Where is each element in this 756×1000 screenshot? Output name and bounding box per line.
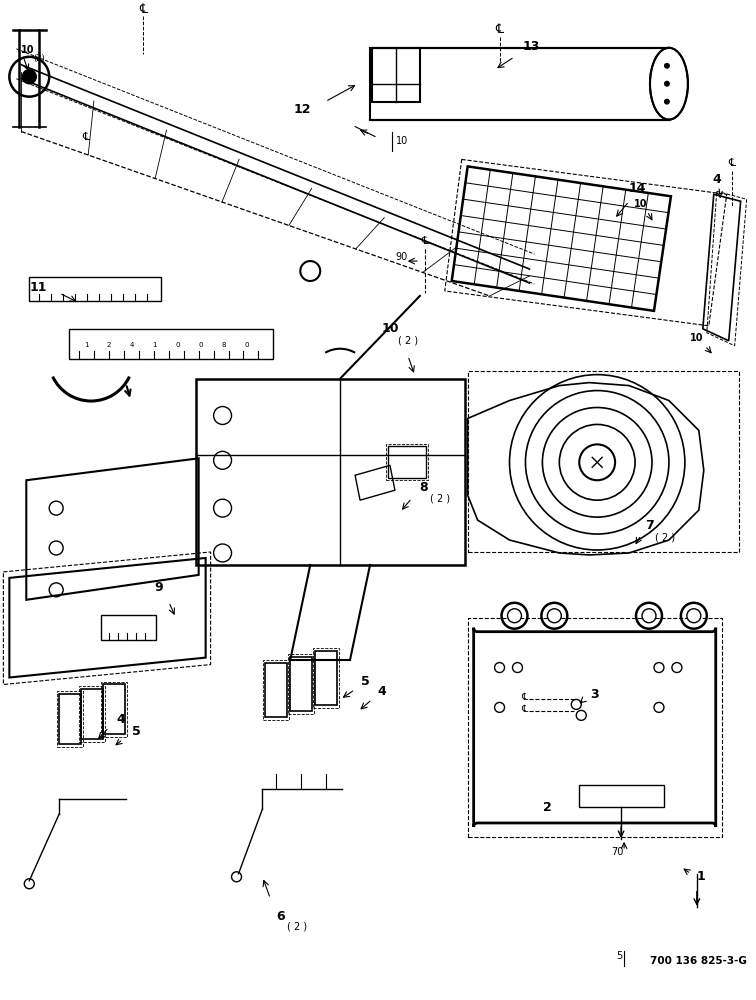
Bar xyxy=(59,694,81,744)
Bar xyxy=(101,615,156,640)
Text: ℄: ℄ xyxy=(495,23,503,36)
Text: (2): (2) xyxy=(33,54,45,63)
Text: 6: 6 xyxy=(276,910,285,923)
Text: ( 2 ): ( 2 ) xyxy=(398,336,418,346)
Text: 2: 2 xyxy=(107,342,111,348)
Text: 90: 90 xyxy=(396,252,408,262)
Text: 10: 10 xyxy=(381,322,398,335)
Circle shape xyxy=(664,81,670,87)
Text: 5: 5 xyxy=(132,725,141,738)
Bar xyxy=(468,618,722,837)
Bar xyxy=(265,663,287,717)
Text: ( 2 ): ( 2 ) xyxy=(655,532,675,542)
Text: 1: 1 xyxy=(696,870,705,883)
Bar xyxy=(29,277,161,301)
Bar xyxy=(372,48,420,102)
Text: ℄: ℄ xyxy=(139,3,147,16)
Text: 5: 5 xyxy=(616,951,622,961)
Text: ℄: ℄ xyxy=(522,704,528,714)
Text: 10: 10 xyxy=(396,136,408,146)
Bar xyxy=(288,654,314,714)
Text: ( 2 ): ( 2 ) xyxy=(429,493,450,503)
Text: 7: 7 xyxy=(645,519,653,532)
Text: 2: 2 xyxy=(543,801,552,814)
Bar xyxy=(388,446,426,478)
Text: 14: 14 xyxy=(628,182,646,195)
Text: 4: 4 xyxy=(377,685,386,698)
Circle shape xyxy=(687,609,701,623)
Text: 700 136 825-3-G: 700 136 825-3-G xyxy=(649,956,747,966)
Text: 1: 1 xyxy=(84,342,88,348)
Text: ( 2 ): ( 2 ) xyxy=(287,922,308,932)
Text: ℄: ℄ xyxy=(522,692,528,702)
Text: 12: 12 xyxy=(293,103,311,116)
Text: 0: 0 xyxy=(244,342,249,348)
Bar xyxy=(79,686,105,742)
Bar xyxy=(81,689,103,739)
Text: 8: 8 xyxy=(222,342,226,348)
Text: 5: 5 xyxy=(361,675,370,688)
Bar xyxy=(315,651,337,705)
Bar xyxy=(57,691,83,747)
Circle shape xyxy=(664,63,670,69)
Bar xyxy=(468,371,739,552)
Circle shape xyxy=(507,609,522,623)
Circle shape xyxy=(547,609,561,623)
Text: ℄: ℄ xyxy=(421,236,429,246)
Bar xyxy=(263,660,290,720)
Bar xyxy=(579,785,664,807)
Text: 70: 70 xyxy=(611,847,623,857)
Text: ℄: ℄ xyxy=(82,132,90,142)
Bar xyxy=(69,329,274,359)
Bar xyxy=(101,682,127,737)
Circle shape xyxy=(664,99,670,105)
Text: 8: 8 xyxy=(420,481,428,494)
Text: 10: 10 xyxy=(21,45,35,55)
Bar xyxy=(103,684,125,734)
Text: 1: 1 xyxy=(153,342,157,348)
Text: 4: 4 xyxy=(712,173,721,186)
Text: ℄: ℄ xyxy=(728,158,736,168)
Text: 0: 0 xyxy=(198,342,203,348)
Text: 4: 4 xyxy=(130,342,134,348)
Bar xyxy=(313,648,339,708)
Circle shape xyxy=(642,609,656,623)
Text: 10: 10 xyxy=(634,199,648,209)
Text: 9: 9 xyxy=(154,581,163,594)
Ellipse shape xyxy=(651,49,687,119)
Text: 13: 13 xyxy=(522,40,540,53)
Circle shape xyxy=(23,70,36,84)
Bar xyxy=(290,657,312,711)
Text: 4: 4 xyxy=(116,713,125,726)
Text: 10: 10 xyxy=(690,333,704,343)
Text: 3: 3 xyxy=(590,688,599,701)
Text: 11: 11 xyxy=(29,281,47,294)
Bar xyxy=(370,48,669,120)
Text: 0: 0 xyxy=(175,342,180,348)
Bar xyxy=(386,444,428,480)
